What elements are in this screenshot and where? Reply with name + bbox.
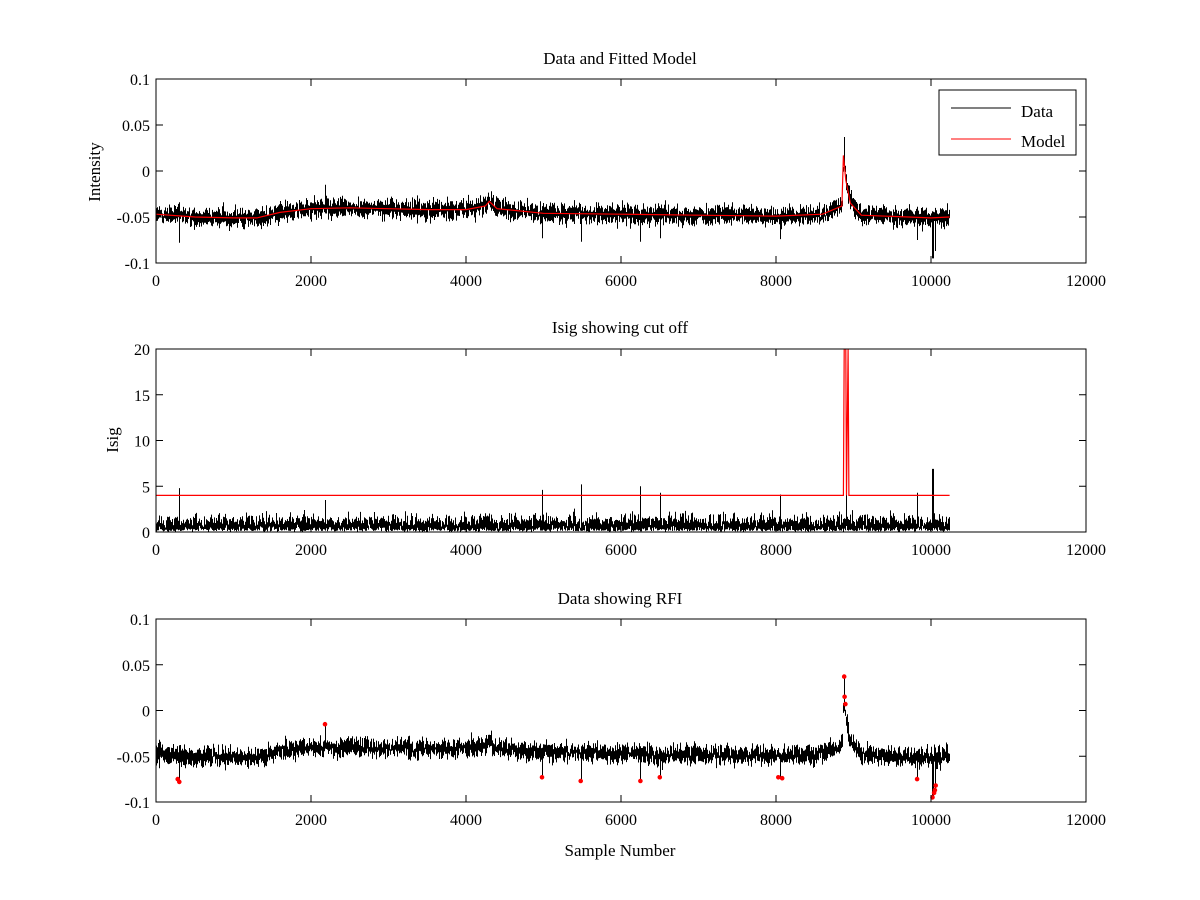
y-tick-label: -0.1 <box>125 795 150 812</box>
x-tick-label: 0 <box>152 542 160 559</box>
panel-3-data-layer <box>156 674 950 800</box>
panel-1-data-layer <box>156 137 950 259</box>
panel-3-series-rfi-point <box>578 778 584 784</box>
y-tick-label: -0.05 <box>117 210 150 227</box>
panel-2-axes: 0 2000 4000 6000 8000 10000 12000 0 5 10 15 20 <box>134 342 1106 559</box>
y-tick-label: 0.1 <box>130 612 150 629</box>
x-tick-label: 6000 <box>605 542 637 559</box>
x-tick-label: 0 <box>152 273 160 290</box>
panel-1-axes: 0 2000 4000 6000 8000 10000 12000 -0.1 -0.05 0 0.0… <box>117 72 1106 290</box>
panel-1-series-model <box>156 155 950 219</box>
x-tick-label: 2000 <box>295 273 327 290</box>
x-tick-label: 8000 <box>760 273 792 290</box>
panel-3-title: Data showing RFI <box>558 589 683 608</box>
x-tick-label: 12000 <box>1066 812 1106 829</box>
panel-3-axes: 0 2000 4000 6000 8000 10000 12000 -0.1 -0.05 0 0.0… <box>117 612 1106 829</box>
panel-2-frame <box>155 348 1087 533</box>
panel-2-title: Isig showing cut off <box>552 318 688 337</box>
panel-3-xlabel: Sample Number <box>565 841 676 860</box>
legend-model-label: Model <box>1021 132 1066 151</box>
panel-2-series-cut-off <box>156 349 950 496</box>
y-tick-label: 15 <box>134 388 150 405</box>
y-tick-label: 5 <box>142 479 150 496</box>
x-tick-label: 10000 <box>911 542 951 559</box>
y-tick-label: -0.1 <box>125 256 150 273</box>
panel-3-series-rfi-point <box>322 721 328 727</box>
panel-1-title: Data and Fitted Model <box>543 49 697 68</box>
y-tick-label: 0.05 <box>122 658 150 675</box>
panel-1-series-data <box>156 137 950 259</box>
x-tick-label: 2000 <box>295 812 327 829</box>
x-tick-label: 6000 <box>605 812 637 829</box>
panel-3-series-rfi-point <box>843 701 848 707</box>
x-tick-label: 6000 <box>605 273 637 290</box>
y-tick-label: 20 <box>134 342 150 359</box>
panel-2-ylabel: Isig <box>103 427 122 453</box>
panel-3-series-rfi-point <box>933 783 939 788</box>
x-tick-label: 12000 <box>1066 273 1106 290</box>
panel-3-series-rfi-point <box>776 775 781 780</box>
panel-3: Data showing RFI 0 2000 4000 6000 8000 10000 1… <box>117 589 1106 860</box>
x-tick-label: 8000 <box>760 542 792 559</box>
panel-3-series-rfi-point <box>914 776 920 782</box>
legend-data-label: Data <box>1021 102 1054 121</box>
y-tick-label: 10 <box>134 434 150 451</box>
panel-3-series-rfi-point <box>638 778 643 784</box>
x-tick-label: 0 <box>152 812 160 829</box>
y-tick-label: 0.05 <box>122 118 150 135</box>
x-tick-label: 10000 <box>911 273 951 290</box>
panel-1-ylabel: Intensity <box>85 142 104 202</box>
y-tick-label: -0.05 <box>117 749 150 766</box>
y-tick-label: 0 <box>142 164 150 181</box>
panel-3-series-data <box>156 676 950 798</box>
panel-1-legend: Data Model <box>938 89 1077 156</box>
panel-3-series-rfi-point <box>842 694 847 700</box>
x-tick-label: 4000 <box>450 812 482 829</box>
y-tick-label: 0 <box>142 704 150 721</box>
panel-1: Data and Fitted Model Intensity 0 2000 400… <box>85 49 1106 290</box>
x-tick-label: 12000 <box>1066 542 1106 559</box>
legend-box <box>938 89 1077 156</box>
x-tick-label: 4000 <box>450 542 482 559</box>
panel-3-series-rfi-point <box>932 787 938 793</box>
x-tick-label: 10000 <box>911 812 951 829</box>
x-tick-label: 8000 <box>760 812 792 829</box>
panel-3-series-rfi-point <box>657 775 663 780</box>
y-tick-label: 0 <box>142 525 150 542</box>
panel-3-series-rfi-point <box>779 775 785 781</box>
panel-3-series-rfi-point <box>841 674 847 679</box>
panel-2-series-isig <box>156 468 950 532</box>
y-tick-label: 0.1 <box>130 72 150 89</box>
x-tick-label: 4000 <box>450 273 482 290</box>
x-tick-label: 2000 <box>295 542 327 559</box>
panel-3-series-rfi-point <box>177 779 182 785</box>
panel-2: Isig showing cut off Isig 0 2000 4000 6000 8… <box>103 318 1106 559</box>
panel-2-data-layer <box>156 349 950 532</box>
panel-3-series-rfi-point <box>539 775 545 780</box>
panel-3-frame <box>155 618 1087 803</box>
